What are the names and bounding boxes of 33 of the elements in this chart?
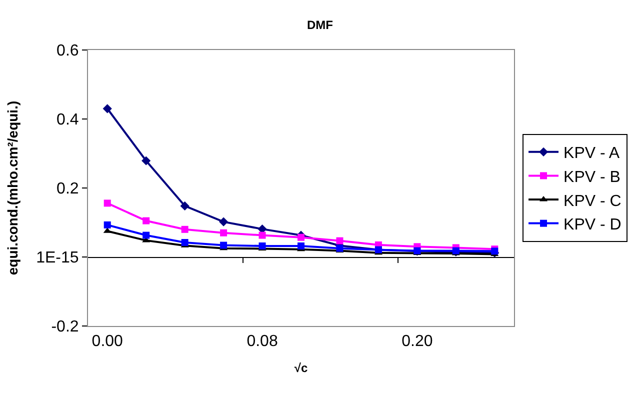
point <box>336 244 344 252</box>
point <box>102 104 112 114</box>
point <box>142 156 151 166</box>
x-axis-title: √c <box>294 361 308 375</box>
legend-label: KPV - B <box>564 168 620 186</box>
legend-label: KPV - A <box>564 145 620 162</box>
y-axis-title: equi.cond.(mho.cm²/equi.) <box>4 100 21 276</box>
point <box>180 201 190 210</box>
x-tick-label: 0.00 <box>92 333 124 350</box>
y-tick-label: 0.4 <box>56 112 79 129</box>
point <box>298 234 304 241</box>
point <box>104 221 111 228</box>
x-tick-label: 0.20 <box>402 333 433 350</box>
y-tick-label: 0.2 <box>56 180 79 198</box>
point <box>220 242 228 249</box>
point <box>181 226 188 233</box>
point <box>336 237 344 244</box>
x-tick-label: 0.08 <box>246 333 278 350</box>
point <box>220 229 228 236</box>
point <box>298 242 304 250</box>
y-tick-label: 0.6 <box>56 42 79 60</box>
legend-label: KPV - C <box>564 192 622 210</box>
point <box>219 217 228 226</box>
chart-title: DMF <box>307 18 333 32</box>
y-tick-label: 1E-15 <box>36 250 79 267</box>
point <box>258 232 266 239</box>
y-tick-label: -0.2 <box>51 318 79 336</box>
point <box>104 200 111 207</box>
point <box>181 239 188 246</box>
legend-label: KPV - D <box>564 216 622 234</box>
point <box>258 242 266 250</box>
point <box>142 217 150 224</box>
point <box>142 232 150 239</box>
